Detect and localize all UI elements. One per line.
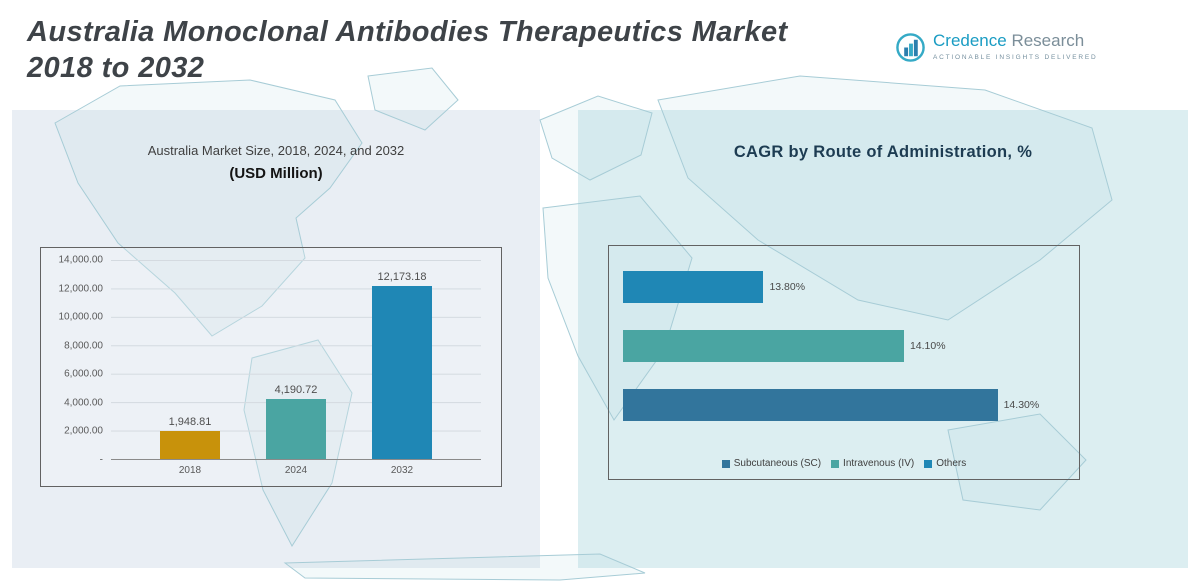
y-axis-tick: 4,000.00 xyxy=(64,397,103,409)
x-axis-label: 2024 xyxy=(284,464,308,476)
bar-group-2032: 12,173.18 xyxy=(369,260,435,459)
cagr-panel: CAGR by Route of Administration, % 13.80… xyxy=(578,110,1188,568)
y-axis-tick: 6,000.00 xyxy=(64,368,103,380)
bar-group-2018: 1,948.81 xyxy=(157,260,223,459)
chart-legend: Subcutaneous (SC) Intravenous (IV) Other… xyxy=(609,458,1079,469)
plot-wrap: 1,948.81 4,190.72 12,173.18 2018 2024 20… xyxy=(111,260,481,480)
bar-value-label: 12,173.18 xyxy=(377,270,427,283)
brand-name-primary: Credence xyxy=(933,31,1007,50)
plot-area: 1,948.81 4,190.72 12,173.18 xyxy=(111,260,481,460)
legend-item: Intravenous (IV) xyxy=(831,458,914,469)
x-axis-label: 2032 xyxy=(390,464,414,476)
y-axis-tick: - xyxy=(99,454,103,466)
brand-tagline: Actionable Insights Delivered xyxy=(933,53,1098,61)
bar-group-2024: 4,190.72 xyxy=(263,260,329,459)
legend-label: Intravenous (IV) xyxy=(843,458,915,469)
brand-logo-text: Credence Research Actionable Insights De… xyxy=(933,31,1098,61)
market-size-panel: Australia Market Size, 2018, 2024, and 2… xyxy=(12,110,540,568)
y-axis-tick: 2,000.00 xyxy=(64,425,103,437)
y-axis-tick: 10,000.00 xyxy=(58,311,104,323)
y-axis-tick: 14,000.00 xyxy=(58,254,104,266)
horizontal-bar xyxy=(623,330,904,362)
bar-value-label: 14.10% xyxy=(909,340,946,352)
bar-value-label: 4,190.72 xyxy=(274,384,318,397)
bar-value-label: 14.30% xyxy=(1003,399,1040,411)
market-size-chart-subtitle: (USD Million) xyxy=(229,165,323,182)
legend-label: Others xyxy=(936,458,967,469)
legend-swatch xyxy=(924,459,933,468)
horizontal-bar xyxy=(623,271,764,303)
bar-value-label: 13.80% xyxy=(769,281,806,293)
market-size-chart: 14,000.00 12,000.00 10,000.00 8,000.00 6… xyxy=(40,247,502,487)
market-size-chart-title: Australia Market Size, 2018, 2024, and 2… xyxy=(147,143,405,158)
page-title-line-1: Australia Monoclonal Antibodies Therapeu… xyxy=(27,16,788,48)
y-axis: 14,000.00 12,000.00 10,000.00 8,000.00 6… xyxy=(47,255,111,466)
vertical-bar xyxy=(372,285,432,459)
cagr-chart: 13.80% 14.10% 14.30% Subcutaneous (SC) I… xyxy=(608,245,1080,480)
legend-label: Subcutaneous (SC) xyxy=(733,458,822,469)
bar-value-label: 1,948.81 xyxy=(168,416,212,429)
vertical-bar xyxy=(160,431,220,459)
page-title: Australia Monoclonal Antibodies Therapeu… xyxy=(27,14,788,87)
x-axis: 2018 2024 2032 xyxy=(111,460,481,480)
legend-item: Others xyxy=(924,458,966,469)
bar-group-others: 13.80% xyxy=(623,271,1021,303)
brand-name: Credence Research xyxy=(933,31,1098,51)
bar-chart-logo-icon xyxy=(896,33,925,62)
brand-name-secondary: Research xyxy=(1011,31,1085,50)
y-axis-tick: 12,000.00 xyxy=(58,283,104,295)
legend-swatch xyxy=(721,459,730,468)
brand-logo: Credence Research Actionable Insights De… xyxy=(895,31,1098,63)
cagr-chart-title: CAGR by Route of Administration, % xyxy=(733,143,1033,161)
x-axis-label: 2018 xyxy=(178,464,202,476)
legend-item: Subcutaneous (SC) xyxy=(721,458,822,469)
horizontal-bar xyxy=(623,389,998,421)
y-axis-tick: 8,000.00 xyxy=(64,340,103,352)
bar-group-intravenous: 14.10% xyxy=(623,330,1021,362)
vertical-bar xyxy=(266,399,326,459)
legend-swatch xyxy=(831,459,840,468)
bar-group-subcutaneous: 14.30% xyxy=(623,389,1039,421)
page-title-line-2: 2018 to 2032 xyxy=(27,52,205,85)
